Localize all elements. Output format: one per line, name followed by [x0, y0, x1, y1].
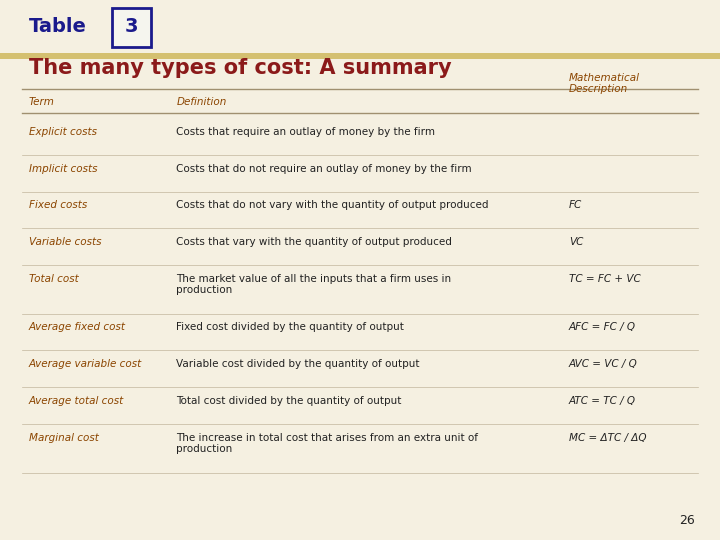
Bar — [0, 53, 720, 59]
Text: ATC = TC / Q: ATC = TC / Q — [569, 396, 636, 406]
Text: The increase in total cost that arises from an extra unit of
production: The increase in total cost that arises f… — [176, 433, 478, 454]
Text: MC = ΔTC / ΔQ: MC = ΔTC / ΔQ — [569, 433, 647, 443]
Text: Marginal cost: Marginal cost — [29, 433, 99, 443]
Text: The market value of all the inputs that a firm uses in
production: The market value of all the inputs that … — [176, 274, 451, 295]
Text: Variable costs: Variable costs — [29, 237, 102, 247]
Text: 26: 26 — [679, 514, 695, 526]
Text: Variable cost divided by the quantity of output: Variable cost divided by the quantity of… — [176, 359, 420, 369]
Text: 3: 3 — [125, 17, 138, 36]
Text: Costs that vary with the quantity of output produced: Costs that vary with the quantity of out… — [176, 237, 452, 247]
Text: Total cost: Total cost — [29, 274, 78, 284]
Text: Fixed cost divided by the quantity of output: Fixed cost divided by the quantity of ou… — [176, 322, 404, 333]
Text: Implicit costs: Implicit costs — [29, 164, 97, 174]
Text: Average fixed cost: Average fixed cost — [29, 322, 126, 333]
Text: VC: VC — [569, 237, 583, 247]
Text: The many types of cost: A summary: The many types of cost: A summary — [29, 57, 451, 78]
Text: Average total cost: Average total cost — [29, 396, 124, 406]
Text: FC: FC — [569, 200, 582, 211]
Text: Table: Table — [29, 17, 86, 36]
Text: Fixed costs: Fixed costs — [29, 200, 87, 211]
Text: Definition: Definition — [176, 97, 227, 107]
Text: Average variable cost: Average variable cost — [29, 359, 142, 369]
Text: TC = FC + VC: TC = FC + VC — [569, 274, 641, 284]
FancyBboxPatch shape — [112, 8, 151, 47]
Text: AVC = VC / Q: AVC = VC / Q — [569, 359, 637, 369]
Text: Costs that require an outlay of money by the firm: Costs that require an outlay of money by… — [176, 127, 436, 137]
Text: AFC = FC / Q: AFC = FC / Q — [569, 322, 636, 333]
Text: Mathematical
Description: Mathematical Description — [569, 73, 640, 94]
Text: Total cost divided by the quantity of output: Total cost divided by the quantity of ou… — [176, 396, 402, 406]
Text: Term: Term — [29, 97, 55, 107]
Text: Costs that do not require an outlay of money by the firm: Costs that do not require an outlay of m… — [176, 164, 472, 174]
Text: Explicit costs: Explicit costs — [29, 127, 96, 137]
Text: Costs that do not vary with the quantity of output produced: Costs that do not vary with the quantity… — [176, 200, 489, 211]
